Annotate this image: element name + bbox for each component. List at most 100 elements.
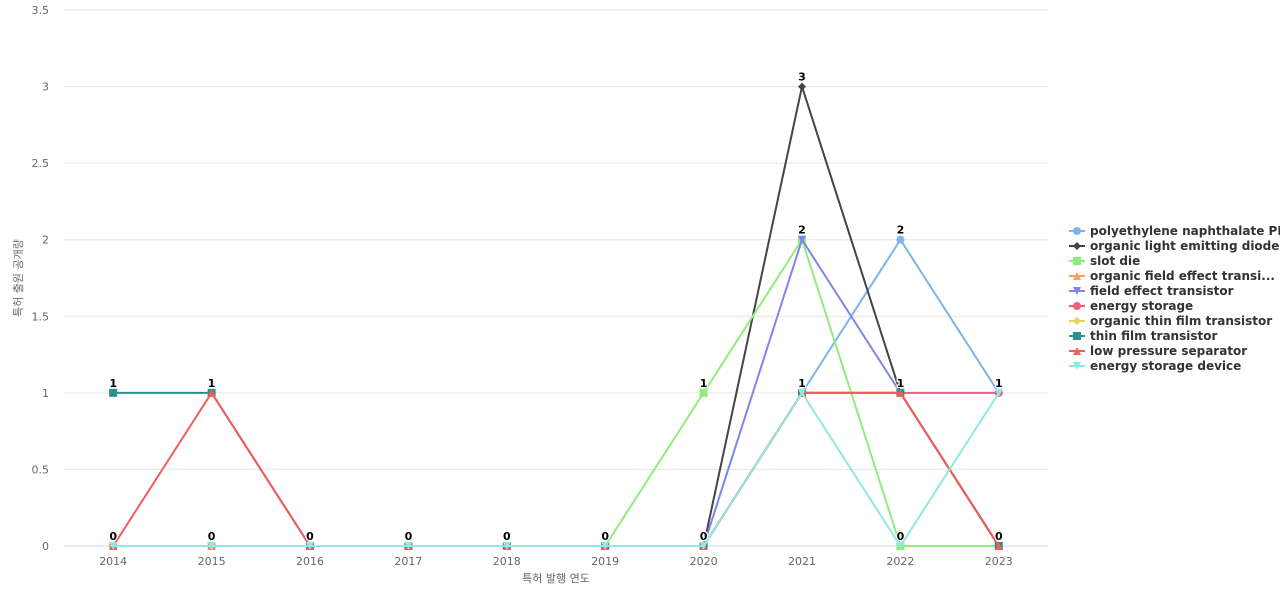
data-label: 0	[503, 530, 511, 543]
data-label: 1	[208, 377, 216, 390]
y-tick-label: 3	[42, 81, 49, 94]
data-label: 2	[798, 224, 806, 237]
data-label: 0	[306, 530, 314, 543]
data-label: 2	[798, 224, 806, 237]
data-label: 0	[109, 530, 117, 543]
marker	[896, 235, 905, 244]
legend-marker	[1073, 347, 1081, 355]
data-label: 0	[700, 530, 708, 543]
marker	[502, 542, 511, 550]
data-label: 0	[109, 530, 117, 543]
data-label: 0	[601, 530, 609, 543]
legend-marker	[1073, 257, 1081, 265]
data-label: 0	[503, 530, 511, 543]
data-label: 0	[405, 530, 413, 543]
data-label: 0	[897, 530, 905, 543]
marker	[896, 388, 905, 397]
data-label: 0	[700, 530, 708, 543]
data-label: 0	[109, 530, 117, 543]
marker	[306, 542, 314, 550]
marker	[207, 388, 216, 397]
data-label: 0	[503, 530, 511, 543]
data-label: 0	[503, 530, 511, 543]
data-label: 0	[109, 530, 117, 543]
x-tick-label: 2018	[493, 555, 521, 568]
marker	[798, 388, 806, 397]
data-label: 0	[306, 530, 314, 543]
data-label: 0	[503, 530, 511, 543]
x-tick-label: 2016	[296, 555, 324, 568]
data-label: 0	[601, 530, 609, 543]
data-label: 0	[306, 530, 314, 543]
x-tick-label: 2023	[985, 555, 1013, 568]
legend-label: field effect transistor	[1090, 284, 1234, 298]
data-label: 0	[208, 530, 216, 543]
data-label: 1	[798, 377, 806, 390]
data-label: 0	[306, 530, 314, 543]
data-label: 0	[109, 530, 117, 543]
data-label: 0	[503, 530, 511, 543]
data-label: 0	[405, 530, 413, 543]
marker	[109, 388, 118, 397]
data-label: 0	[601, 530, 609, 543]
data-label: 0	[208, 530, 216, 543]
data-label: 1	[897, 377, 905, 390]
data-label: 1	[995, 377, 1003, 390]
marker	[109, 542, 118, 550]
legend-marker	[1073, 317, 1081, 325]
marker	[699, 542, 708, 550]
legend-marker	[1073, 362, 1081, 370]
data-label: 0	[405, 530, 413, 543]
data-label: 0	[700, 530, 708, 543]
data-label: 0	[601, 530, 609, 543]
data-label: 0	[897, 530, 905, 543]
data-label: 0	[995, 530, 1003, 543]
marker	[994, 542, 1003, 550]
y-tick-label: 2.5	[32, 157, 50, 170]
data-label: 0	[601, 530, 609, 543]
marker	[207, 542, 216, 550]
data-label: 0	[503, 530, 511, 543]
legend-marker	[1073, 272, 1081, 280]
data-label: 1	[798, 377, 806, 390]
x-tick-label: 2021	[788, 555, 816, 568]
y-tick-label: 2	[42, 234, 49, 247]
data-label: 0	[405, 530, 413, 543]
data-label: 1	[208, 377, 216, 390]
marker	[699, 388, 708, 397]
data-label: 0	[405, 530, 413, 543]
data-label: 0	[700, 530, 708, 543]
data-label: 0	[700, 530, 708, 543]
data-label: 0	[306, 530, 314, 543]
legend-label: organic light emitting diode	[1090, 239, 1279, 253]
x-tick-label: 2015	[198, 555, 226, 568]
data-label: 1	[109, 377, 117, 390]
data-label: 0	[306, 530, 314, 543]
data-label: 0	[405, 530, 413, 543]
legend-marker	[1073, 302, 1081, 310]
data-label: 0	[995, 530, 1003, 543]
data-label: 0	[700, 530, 708, 543]
legend-label: slot die	[1090, 254, 1140, 268]
legend-label: low pressure separator	[1090, 344, 1247, 358]
legend-marker	[1073, 227, 1081, 235]
y-tick-label: 0	[42, 540, 49, 553]
series-line	[113, 391, 1000, 548]
marker	[601, 542, 610, 550]
data-label: 1	[798, 377, 806, 390]
data-label: 0	[306, 530, 314, 543]
legend-label: energy storage device	[1090, 359, 1241, 373]
data-label: 1	[897, 377, 905, 390]
y-axis-title: 특허 출원 공개량	[12, 239, 25, 317]
data-label: 1	[798, 377, 806, 390]
x-tick-label: 2014	[99, 555, 127, 568]
x-tick-label: 2022	[886, 555, 914, 568]
data-label: 0	[700, 530, 708, 543]
data-label: 0	[306, 530, 314, 543]
data-label: 0	[601, 530, 609, 543]
y-tick-label: 1	[42, 387, 49, 400]
series	[109, 388, 1003, 550]
data-label: 1	[995, 377, 1003, 390]
data-label: 0	[208, 530, 216, 543]
